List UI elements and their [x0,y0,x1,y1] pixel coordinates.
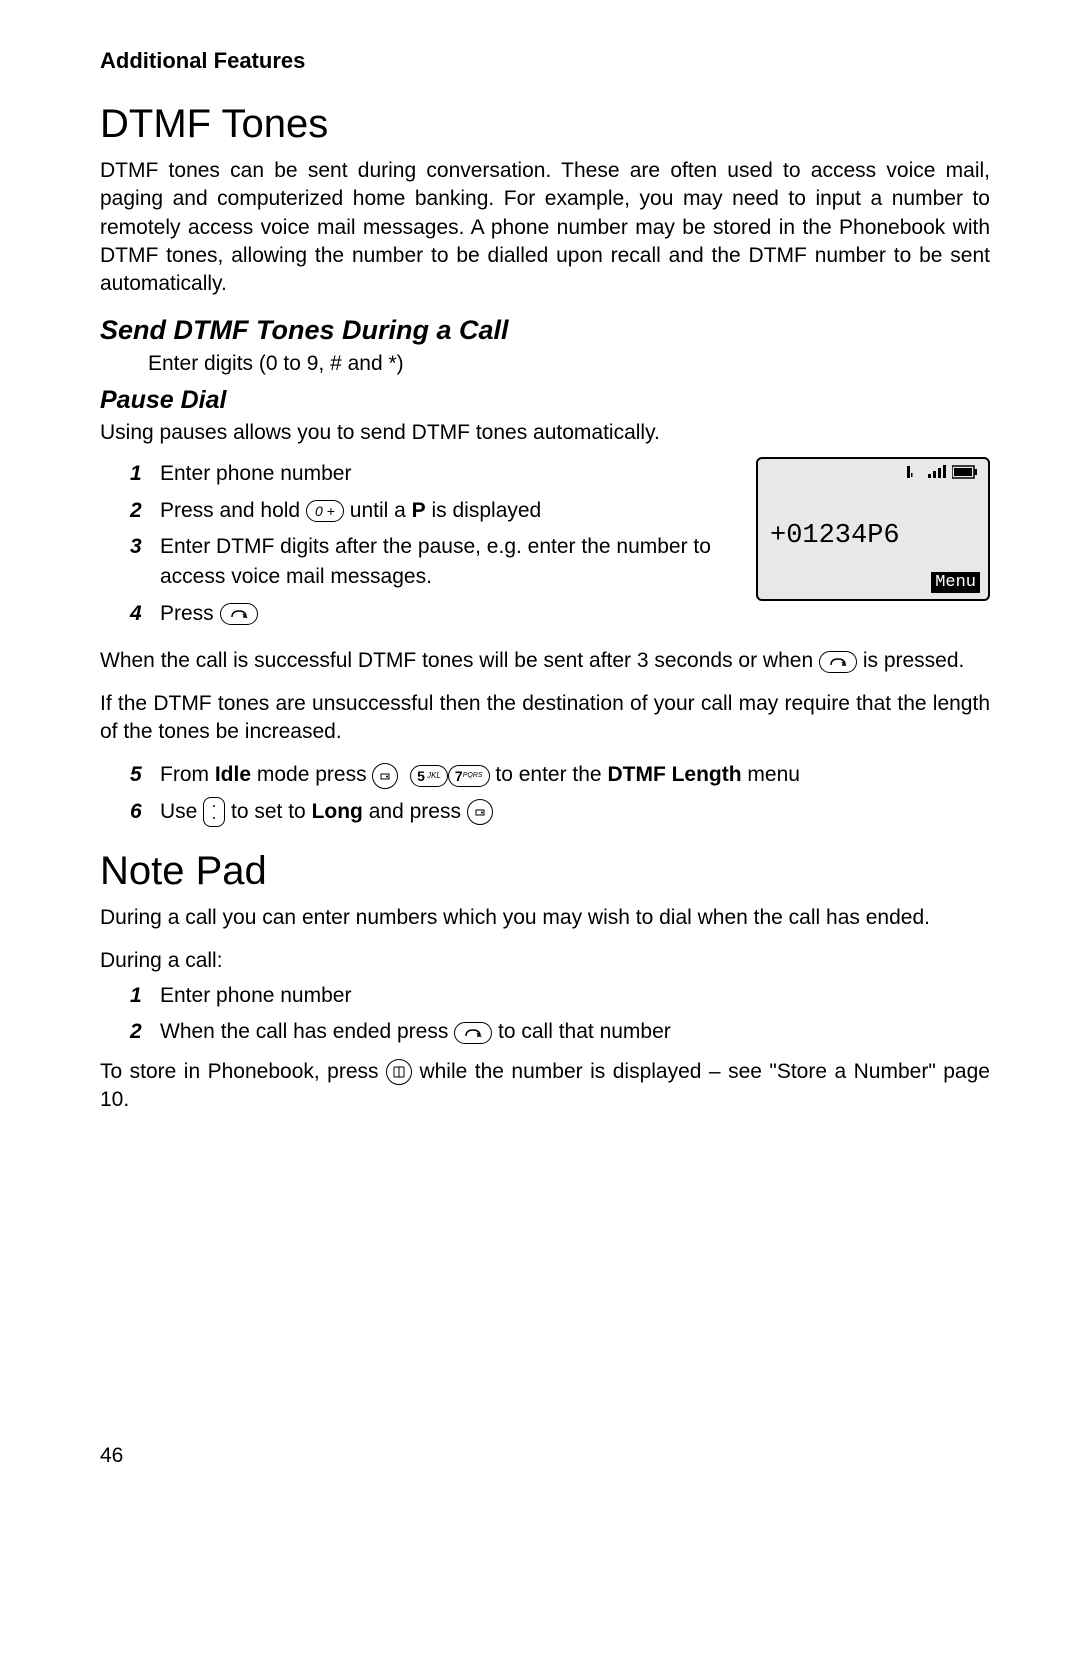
section-title-dtmf: DTMF Tones [100,102,990,147]
step-text: From Idle mode press 5 JKL7PQRS to enter… [160,760,990,790]
text-fragment: To store in Phonebook, press [100,1060,386,1083]
notepad-intro: During a call you can enter numbers whic… [100,904,990,932]
notepad-steps: 1 Enter phone number 2 When the call has… [100,981,990,1048]
text-fragment: When the call is successful DTMF tones w… [100,649,819,672]
bold-idle: Idle [215,763,251,786]
text-fragment: is displayed [426,499,542,522]
step-1: 1 Enter phone number [100,981,990,1011]
text-fragment: From [160,763,215,786]
text-fragment: Use [160,800,203,823]
step-text: Press and hold 0 + until a P is displaye… [160,496,736,526]
key-7-icon: 7PQRS [448,765,490,787]
screen-menu-label: Menu [931,572,980,593]
notepad-lead: During a call: [100,947,990,975]
step-text: Enter phone number [160,459,736,489]
step-num: 3 [130,532,160,562]
key-select-icon [467,799,493,825]
key-call-icon [220,603,258,625]
text-fragment: until a [344,499,412,522]
step-num: 5 [130,760,160,790]
key-5-icon: 5 JKL [410,765,448,787]
step-6: 6 Use to set to Long and press [100,797,990,827]
signal-icon [928,465,946,479]
step-text: When the call has ended press to call th… [160,1017,990,1047]
step-text: Enter DTMF digits after the pause, e.g. … [160,532,736,593]
screen-number: +01234P6 [770,521,900,551]
section-title-notepad: Note Pad [100,849,990,894]
text-fragment: When the call has ended press [160,1020,454,1043]
dtmf-intro: DTMF tones can be sent during conversati… [100,157,990,299]
bold-long: Long [312,800,363,823]
bold-dtmf-length: DTMF Length [607,763,741,786]
step-num: 1 [130,459,160,489]
pause-dial-intro: Using pauses allows you to send DTMF ton… [100,419,990,447]
notepad-footer: To store in Phonebook, press while the n… [100,1058,990,1115]
text-fragment: Press [160,602,214,625]
status-bar [906,465,978,479]
pause-dial-after2: If the DTMF tones are unsuccessful then … [100,690,990,747]
step-1: 1 Enter phone number [100,459,736,489]
page-header: Additional Features [100,48,990,74]
step-text: Use to set to Long and press [160,797,990,827]
text-fragment: mode press [251,763,372,786]
step-num: 4 [130,599,160,629]
page-number: 46 [100,1444,990,1468]
subsection-send-dtmf: Send DTMF Tones During a Call [100,315,990,346]
step-num: 2 [130,496,160,526]
text-fragment: to set to [225,800,311,823]
key-0plus-icon: 0 + [306,500,344,522]
pause-dial-steps: 1 Enter phone number 2 Press and hold 0 … [100,459,736,629]
text-fragment: to call that number [492,1020,671,1043]
key-nav-icon [203,797,225,827]
key-select-icon [372,763,398,789]
step-4: 4 Press [100,599,736,629]
step-num: 1 [130,981,160,1011]
text-fragment: to enter the [490,763,608,786]
step-num: 2 [130,1017,160,1047]
bold-p: P [412,499,426,522]
pause-dial-after1: When the call is successful DTMF tones w… [100,647,990,675]
text-fragment: and press [363,800,467,823]
text-fragment: is pressed. [857,649,964,672]
step-num: 6 [130,797,160,827]
step-2: 2 When the call has ended press to call … [100,1017,990,1047]
dtmf-length-steps: 5 From Idle mode press 5 JKL7PQRS to ent… [100,760,990,827]
key-call-icon [819,651,857,673]
step-text: Enter phone number [160,981,990,1011]
text-fragment: Press and hold [160,499,300,522]
send-dtmf-instruction: Enter digits (0 to 9, # and *) [100,352,990,376]
text-fragment: menu [742,763,800,786]
antenna-icon [906,465,922,479]
key-phonebook-icon [386,1059,412,1085]
key-call-icon [454,1022,492,1044]
battery-icon [952,465,978,479]
subsection-pause-dial: Pause Dial [100,386,990,415]
step-text: Press [160,599,736,629]
step-3: 3 Enter DTMF digits after the pause, e.g… [100,532,736,593]
phone-screen: +01234P6 Menu [756,457,990,601]
step-2: 2 Press and hold 0 + until a P is displa… [100,496,736,526]
step-5: 5 From Idle mode press 5 JKL7PQRS to ent… [100,760,990,790]
